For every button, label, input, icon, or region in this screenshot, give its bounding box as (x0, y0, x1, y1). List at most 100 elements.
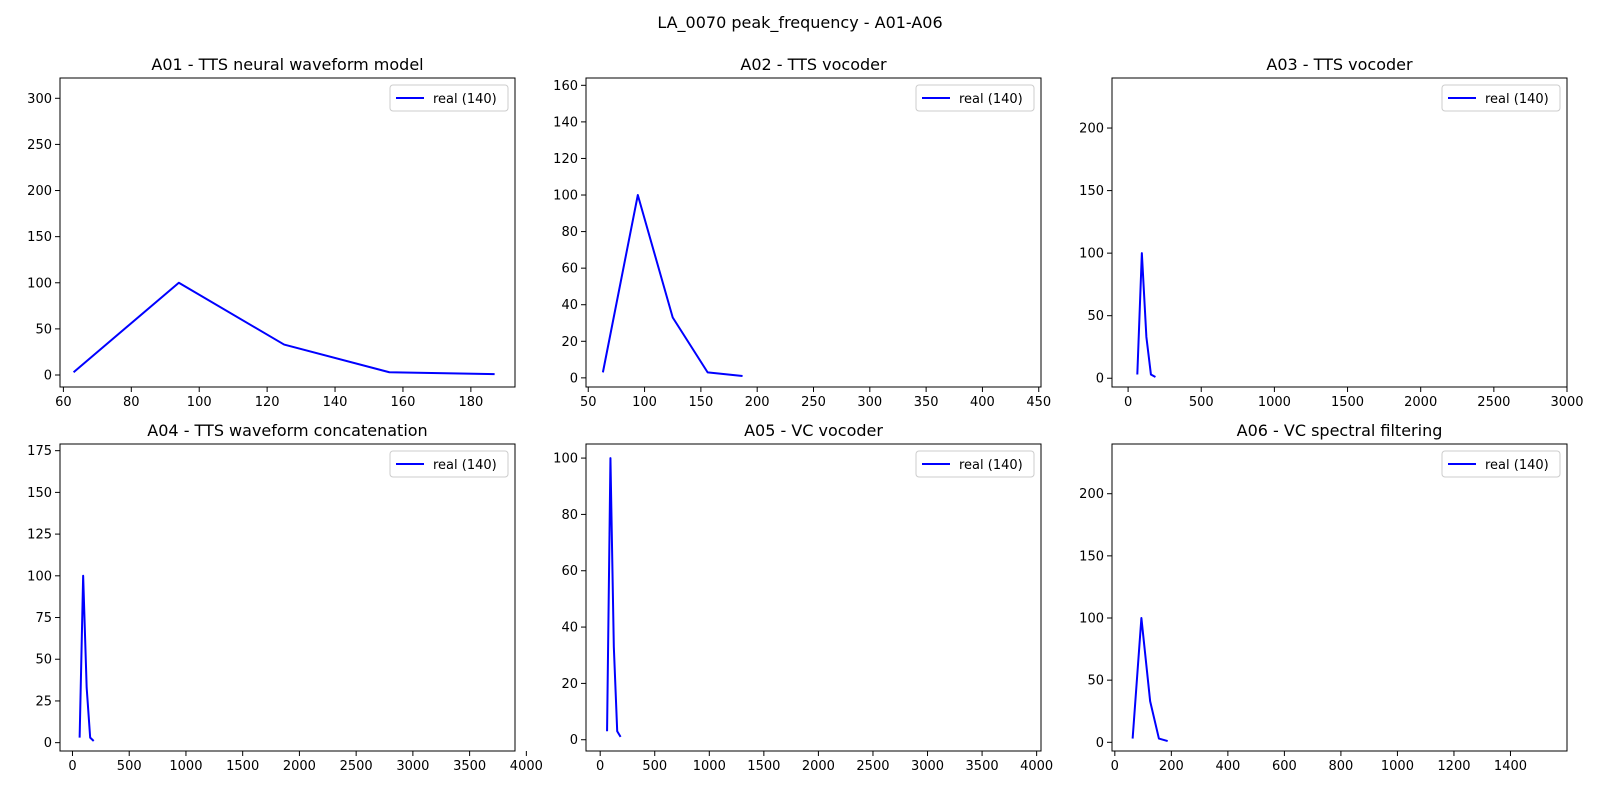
y-tick-label: 100 (1079, 247, 1104, 262)
subplot-1: A01 - TTS neural waveform model 60 80 100 12… (27, 55, 516, 410)
y-tick-label: 75 (35, 611, 52, 626)
y-tick-label: 150 (1079, 549, 1104, 564)
y-tick-label: 150 (27, 486, 52, 501)
x-tick-label: 1500 (1331, 395, 1364, 410)
legend: real (140) (1441, 84, 1561, 112)
x-tick-label: 3000 (911, 759, 944, 774)
plot-frame (585, 443, 1042, 752)
x-tick-label: 1200 (1437, 759, 1470, 774)
legend-box (389, 450, 509, 478)
y-tick-label: 140 (553, 115, 578, 130)
plot-frame (59, 443, 516, 752)
x-tick-label: 160 (391, 395, 416, 410)
y-tick-label: 40 (561, 621, 578, 636)
figure-title: LA_0070 peak_frequency - A01-A06 (657, 13, 943, 32)
x-tick-label: 1000 (1258, 395, 1291, 410)
y-tick-label: 60 (561, 564, 578, 579)
x-tick-label: 1500 (226, 759, 259, 774)
y-tick-label: 150 (27, 230, 52, 245)
x-tick-label: 1000 (693, 759, 726, 774)
y-tick-label: 0 (44, 736, 52, 751)
plot-frame (585, 77, 1042, 388)
x-tick-label: 300 (857, 395, 882, 410)
legend-label: real (140) (959, 458, 1023, 473)
series-line (1131, 617, 1168, 743)
legend-box (915, 84, 1035, 112)
x-tick-label: 200 (1159, 759, 1184, 774)
y-tick-label: 40 (561, 298, 578, 313)
x-tick-label: 500 (1189, 395, 1214, 410)
x-tick-label: 3000 (396, 759, 429, 774)
y-tick-label: 0 (570, 371, 578, 386)
legend: real (140) (389, 450, 509, 478)
legend-label: real (140) (959, 92, 1023, 107)
y-tick-label: 0 (44, 369, 52, 384)
y-tick-label: 20 (561, 335, 578, 350)
y-tick-label: 100 (553, 452, 578, 467)
y-tick-label: 125 (27, 528, 52, 543)
y-tick-label: 200 (27, 184, 52, 199)
series-line (601, 194, 743, 378)
x-tick-label: 3500 (966, 759, 999, 774)
y-tick-label: 200 (1079, 487, 1104, 502)
y-tick-label: 100 (553, 189, 578, 204)
series-line (606, 457, 622, 738)
x-tick-label: 100 (632, 395, 657, 410)
x-tick-label: 0 (1124, 395, 1132, 410)
x-tick-label: 60 (55, 395, 72, 410)
x-tick-label: 400 (970, 395, 995, 410)
legend-box (1441, 450, 1561, 478)
x-tick-label: 120 (255, 395, 280, 410)
x-tick-label: 400 (1215, 759, 1240, 774)
x-tick-label: 2000 (802, 759, 835, 774)
legend-box (1441, 84, 1561, 112)
legend-label: real (140) (433, 92, 497, 107)
y-tick-label: 50 (35, 653, 52, 668)
y-tick-label: 200 (1079, 122, 1104, 137)
y-tick-label: 160 (553, 79, 578, 94)
subplot-title: A02 - TTS vocoder (740, 55, 887, 74)
legend-box (915, 450, 1035, 478)
legend-label: real (140) (1485, 92, 1549, 107)
y-tick-label: 50 (1087, 674, 1104, 689)
y-tick-label: 60 (561, 262, 578, 277)
legend-label: real (140) (433, 458, 497, 473)
y-tick-label: 0 (1096, 736, 1104, 751)
y-tick-label: 250 (27, 138, 52, 153)
x-tick-label: 2500 (340, 759, 373, 774)
y-tick-label: 0 (570, 733, 578, 748)
x-tick-label: 1400 (1494, 759, 1527, 774)
y-tick-label: 0 (1096, 372, 1104, 387)
plot-frame (1111, 77, 1568, 388)
x-tick-label: 2500 (1477, 395, 1510, 410)
legend: real (140) (1441, 450, 1561, 478)
legend: real (140) (915, 450, 1035, 478)
y-tick-label: 100 (27, 276, 52, 291)
x-tick-label: 0 (68, 759, 76, 774)
x-tick-label: 250 (801, 395, 826, 410)
y-tick-label: 300 (27, 92, 52, 107)
series-line (1136, 252, 1156, 378)
legend-label: real (140) (1485, 458, 1549, 473)
subplot-title: A04 - TTS waveform concatenation (147, 421, 427, 440)
x-tick-label: 600 (1272, 759, 1297, 774)
x-tick-label: 150 (688, 395, 713, 410)
x-tick-label: 2000 (1404, 395, 1437, 410)
legend: real (140) (915, 84, 1035, 112)
x-tick-label: 140 (323, 395, 348, 410)
legend-box (389, 84, 509, 112)
x-tick-label: 3500 (453, 759, 486, 774)
x-tick-label: 1000 (1381, 759, 1414, 774)
x-tick-label: 100 (187, 395, 212, 410)
subplot-title: A03 - TTS vocoder (1266, 55, 1413, 74)
x-tick-label: 4000 (1020, 759, 1053, 774)
x-tick-label: 80 (123, 395, 140, 410)
subplot-title: A05 - VC vocoder (744, 421, 883, 440)
x-tick-label: 500 (642, 759, 667, 774)
x-tick-label: 3000 (1550, 395, 1583, 410)
subplot-6: A06 - VC spectral filtering 0 200 400 600 800… (1079, 421, 1568, 774)
